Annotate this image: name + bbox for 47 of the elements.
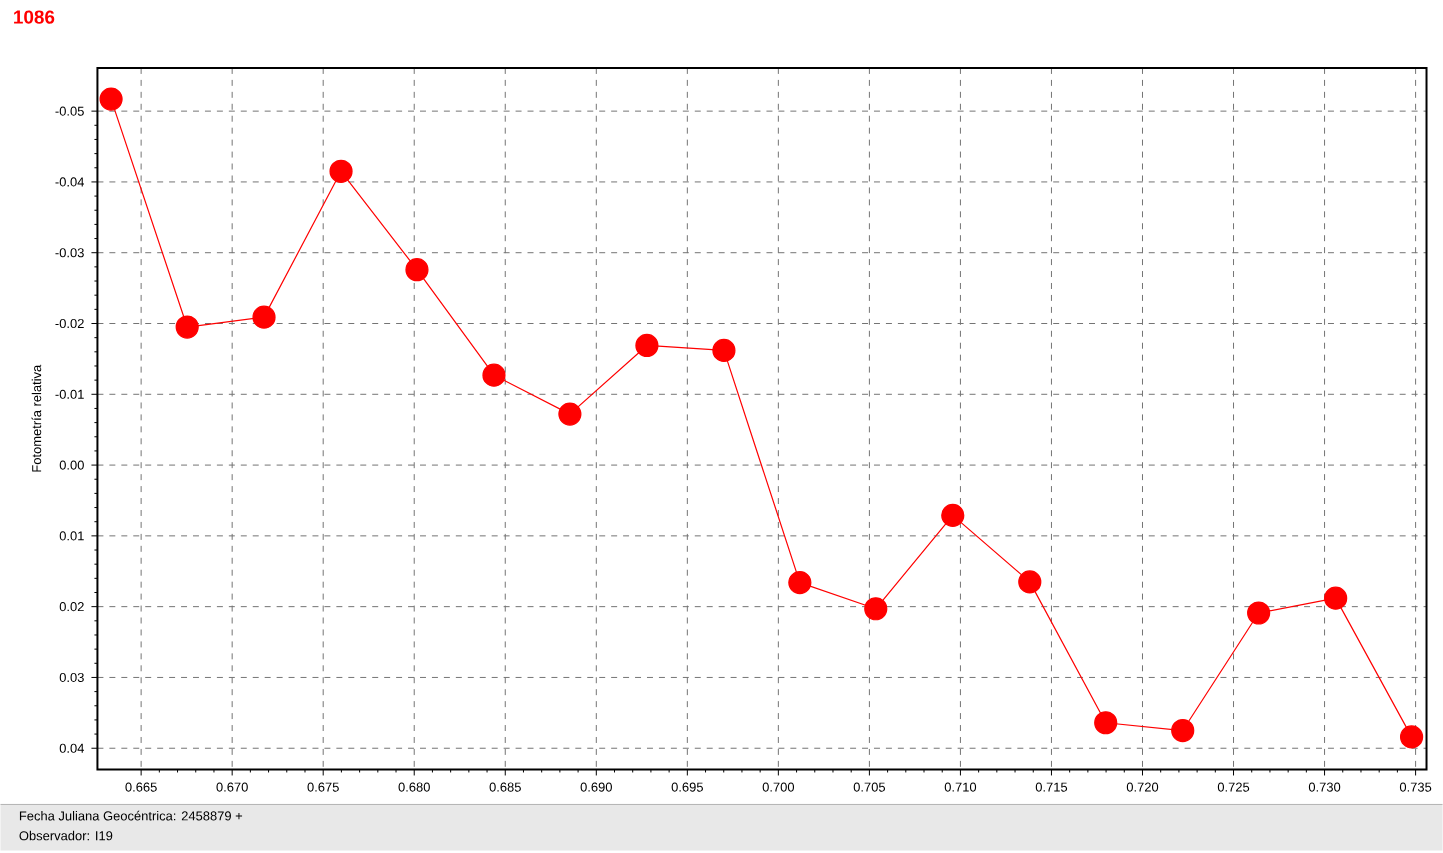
y-axis-title: Fotometría relativa bbox=[31, 364, 42, 472]
x-tick-label: 0.720 bbox=[1126, 782, 1159, 792]
y-tick-label: -0.02 bbox=[55, 318, 84, 328]
point bbox=[941, 503, 965, 527]
x-tick-label: 0.685 bbox=[489, 782, 521, 792]
x-tick-label: 0.665 bbox=[125, 782, 157, 792]
point bbox=[1324, 586, 1348, 610]
x-tick-label: 0.725 bbox=[1217, 782, 1250, 792]
point bbox=[482, 363, 506, 387]
x-tick-label: 0.690 bbox=[580, 782, 612, 792]
point bbox=[558, 402, 582, 426]
chart-title: 1086 bbox=[14, 10, 55, 24]
x-tick-label: 0.675 bbox=[307, 782, 339, 792]
x-tick-label: 0.715 bbox=[1035, 782, 1068, 792]
point bbox=[788, 570, 812, 594]
x-tick-label: 0.735 bbox=[1399, 782, 1432, 792]
x-tick-label: 0.705 bbox=[853, 782, 886, 792]
x-tick-label: 0.695 bbox=[671, 782, 703, 792]
y-tick-label: 0.04 bbox=[59, 743, 85, 753]
x-tick-label: 0.670 bbox=[216, 782, 248, 792]
point bbox=[712, 338, 736, 362]
x-tick-label: 0.710 bbox=[944, 782, 977, 792]
y-tick-label: 0.00 bbox=[59, 460, 84, 470]
point bbox=[1171, 718, 1195, 742]
x-tick-label: 0.700 bbox=[762, 782, 795, 792]
point bbox=[1400, 725, 1424, 749]
text: Observador: I19 bbox=[19, 830, 113, 841]
point bbox=[864, 596, 888, 621]
y-tick-label: -0.01 bbox=[55, 389, 84, 399]
y-tick-label: 0.03 bbox=[59, 672, 84, 682]
point bbox=[1018, 570, 1042, 594]
x-tick-label: 0.680 bbox=[398, 782, 430, 792]
point bbox=[1094, 710, 1118, 735]
point bbox=[329, 159, 353, 183]
point bbox=[175, 315, 199, 339]
y-tick-label: -0.03 bbox=[55, 247, 84, 258]
y-tick-label: 0.02 bbox=[59, 601, 84, 612]
x-tick-label: 0.730 bbox=[1308, 782, 1341, 792]
y-tick-label: 0.01 bbox=[59, 531, 84, 541]
text: Fecha Juliana Geocéntrica: 2458879 + bbox=[19, 810, 243, 821]
y-tick-label: -0.05 bbox=[55, 106, 84, 116]
y-tick-label: -0.04 bbox=[55, 177, 85, 187]
point bbox=[405, 257, 429, 282]
point bbox=[1247, 601, 1271, 625]
point bbox=[99, 87, 123, 111]
point bbox=[635, 333, 659, 357]
point bbox=[252, 305, 276, 329]
